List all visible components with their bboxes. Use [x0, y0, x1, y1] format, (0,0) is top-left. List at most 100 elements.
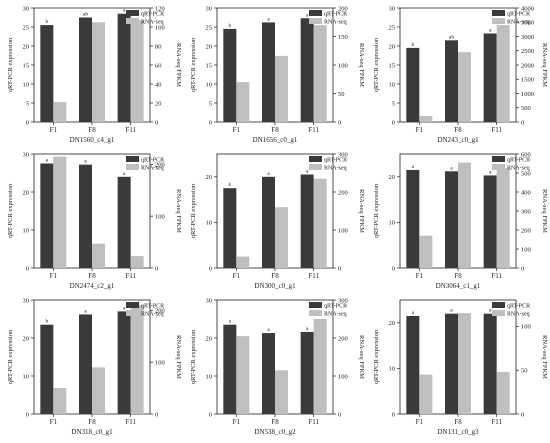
- chart-title: DN1656_c0_g1: [253, 136, 298, 144]
- significance-letter: a: [450, 308, 453, 314]
- legend-swatch-rnaseq: [126, 310, 139, 316]
- qpcr-bar: [223, 28, 237, 122]
- rnaseq-bar: [313, 25, 327, 123]
- x-tick-label: F8: [88, 272, 96, 280]
- y-left-tick-label: 20: [389, 174, 396, 181]
- chart-panel: 0 10 20 30 0 100 200 qRT-PCR expression RNA-seq …: [0, 292, 183, 438]
- y-right-tick-label: 1500: [521, 77, 534, 84]
- y-left-axis-label: qRT-PCR expression: [190, 183, 197, 238]
- y-left-tick-label: 5: [392, 100, 395, 107]
- y-left-tick-label: 20: [206, 43, 213, 50]
- chart-title: DN538_c0_g2: [254, 428, 296, 436]
- y-left-tick-label: 20: [206, 335, 213, 342]
- rnaseq-bar: [236, 82, 250, 122]
- y-right-tick-label: 20: [155, 100, 162, 107]
- x-tick-label: F1: [416, 272, 424, 280]
- y-right-tick-label: 200: [338, 335, 348, 342]
- legend-label-rnaseq: RNA-seq: [324, 166, 347, 172]
- significance-letter: a: [306, 12, 309, 18]
- y-left-tick-label: 25: [23, 24, 30, 31]
- legend-swatch-qpcr: [492, 302, 505, 308]
- chart-title: DN300_c0_g1: [254, 282, 296, 290]
- y-left-axis-label: qRT-PCR expression: [7, 37, 14, 92]
- qpcr-bar: [445, 171, 458, 268]
- significance-letter: ab: [83, 12, 88, 18]
- x-tick-label: F11: [308, 418, 319, 426]
- y-left-tick-label: 0: [392, 265, 395, 272]
- y-left-tick-label: 0: [392, 411, 395, 418]
- legend-label-qpcr: qRT-PCR: [324, 158, 347, 164]
- y-left-axis-label: qRT-PCR expression: [190, 329, 197, 384]
- chart-svg: 0 10 20 30 0 100 200 qRT-PCR expression RNA-seq …: [7, 151, 182, 290]
- qpcr-bar: [40, 25, 54, 123]
- y-right-tick-label: 2500: [521, 48, 534, 55]
- y-right-tick-label: 100: [338, 373, 348, 380]
- y-left-tick-label: 20: [206, 174, 213, 181]
- legend-label-qpcr: qRT-PCR: [141, 304, 164, 310]
- legend-label-rnaseq: RNA-seq: [324, 20, 347, 26]
- legend-swatch-rnaseq: [492, 164, 505, 170]
- qpcr-bar: [483, 175, 497, 268]
- chart-panel: 0 10 20 30 0 100 200 300 qRT-PCR expression RNA-s…: [183, 292, 366, 438]
- significance-letter: a: [123, 8, 126, 14]
- qpcr-bar: [300, 174, 314, 268]
- chart-svg: 0 5 10 15 20 25 30 0 50 100 150 200 qRT-PCR expressi…: [190, 5, 365, 144]
- rnaseq-bar: [130, 305, 144, 414]
- qpcr-bar: [40, 163, 54, 268]
- y-right-tick-label: 0: [155, 119, 158, 126]
- qpcr-bar: [117, 176, 131, 268]
- y-left-tick-label: 10: [206, 81, 213, 88]
- rnaseq-bar: [53, 156, 67, 268]
- significance-letter: a: [306, 169, 309, 175]
- y-right-tick-label: 600: [521, 151, 531, 158]
- y-left-tick-label: 0: [26, 265, 29, 272]
- qpcr-bar: [406, 169, 420, 268]
- legend-label-qpcr: qRT-PCR: [507, 12, 530, 18]
- significance-letter: a: [489, 169, 492, 175]
- chart-panel: 0 10 20 0 100 200 300 qRT-PCR expression RNA-seq…: [183, 146, 366, 292]
- rnaseq-bar: [313, 178, 327, 268]
- x-tick-label: F11: [125, 418, 136, 426]
- qpcr-bar: [406, 315, 420, 414]
- x-tick-label: F8: [454, 126, 462, 134]
- y-right-tick-label: 500: [521, 170, 531, 177]
- x-tick-label: F8: [88, 418, 96, 426]
- significance-letter: b: [45, 19, 48, 25]
- y-right-tick-label: 300: [521, 208, 531, 215]
- legend-swatch-rnaseq: [492, 310, 505, 316]
- legend-label-rnaseq: RNA-seq: [507, 166, 530, 172]
- y-left-axis-label: qRT-PCR expression: [7, 329, 14, 384]
- y-left-tick-label: 20: [23, 189, 30, 196]
- y-right-tick-label: 100: [338, 227, 348, 234]
- x-tick-label: F1: [233, 418, 241, 426]
- legend-swatch-rnaseq: [309, 18, 322, 24]
- y-right-tick-label: 0: [155, 265, 158, 272]
- qpcr-bar: [445, 313, 458, 414]
- y-right-axis-label: RNA-seq FPKM: [541, 335, 548, 379]
- y-left-tick-label: 30: [389, 5, 396, 12]
- y-right-axis-label: RNA-seq FPKM: [175, 189, 182, 233]
- legend-label-qpcr: qRT-PCR: [324, 304, 347, 310]
- y-right-axis-label: RNA-seq FPKM: [358, 43, 365, 87]
- x-tick-label: F11: [491, 272, 502, 280]
- chart-panel: 0 10 20 0 50 100 qRT-PCR expression RNA-seq FPK…: [366, 292, 549, 438]
- y-right-tick-label: 100: [521, 246, 531, 253]
- y-right-tick-label: 200: [155, 162, 165, 169]
- y-right-tick-label: 150: [338, 34, 348, 41]
- qpcr-bar: [445, 40, 458, 122]
- y-left-tick-label: 10: [206, 373, 213, 380]
- rnaseq-bar: [275, 370, 288, 414]
- y-left-tick-label: 25: [206, 24, 213, 31]
- x-tick-label: F11: [491, 126, 502, 134]
- legend-label-qpcr: qRT-PCR: [141, 158, 164, 164]
- y-left-tick-label: 10: [389, 366, 396, 373]
- chart-title: DN318_c0_g1: [71, 428, 113, 436]
- y-left-axis-label: qRT-PCR expression: [373, 37, 380, 92]
- rnaseq-bar: [419, 374, 433, 414]
- x-tick-label: F11: [125, 272, 136, 280]
- y-left-tick-label: 10: [206, 220, 213, 227]
- y-left-axis-label: qRT-PCR expression: [190, 37, 197, 92]
- y-right-tick-label: 0: [338, 119, 341, 126]
- legend-label-rnaseq: RNA-seq: [507, 312, 530, 318]
